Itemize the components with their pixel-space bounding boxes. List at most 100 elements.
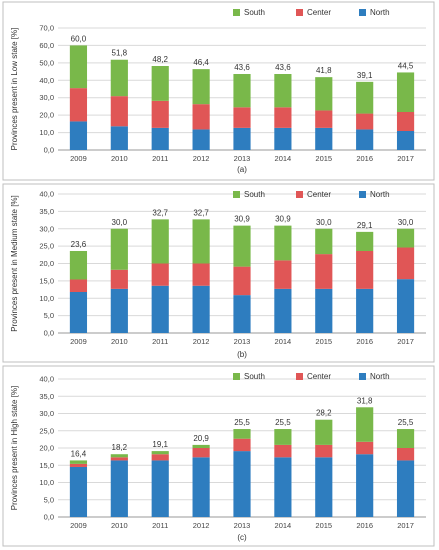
bar-north-2015 xyxy=(315,288,333,333)
panel-caption: (c) xyxy=(237,533,247,542)
bar-south-2012 xyxy=(192,69,210,105)
total-data-label: 30,9 xyxy=(234,215,250,224)
bar-south-2013 xyxy=(233,429,251,439)
x-tick-label: 2016 xyxy=(356,521,373,530)
legend-swatch-south xyxy=(233,191,240,198)
bar-south-2016 xyxy=(356,407,374,442)
total-data-label: 30,0 xyxy=(112,218,128,227)
bar-south-2017 xyxy=(396,228,415,248)
y-tick-label: 10,0 xyxy=(39,294,54,303)
y-tick-label: 15,0 xyxy=(39,276,54,285)
x-tick-label: 2016 xyxy=(356,337,373,346)
bar-north-2014 xyxy=(274,127,292,150)
panel-caption: (a) xyxy=(237,165,247,174)
x-tick-label: 2011 xyxy=(152,154,168,163)
y-tick-label: 40,0 xyxy=(39,190,54,199)
y-tick-label: 0,0 xyxy=(44,513,54,522)
bar-center-2009 xyxy=(69,463,88,467)
bar-north-2016 xyxy=(356,288,374,333)
bar-center-2012 xyxy=(192,104,210,130)
bar-north-2013 xyxy=(233,127,251,150)
total-data-label: 44,5 xyxy=(398,61,414,70)
legend-label-north: North xyxy=(370,372,390,381)
bar-center-2012 xyxy=(192,263,210,286)
total-data-label: 30,9 xyxy=(275,215,291,224)
bar-south-2011 xyxy=(151,451,169,455)
total-data-label: 30,0 xyxy=(398,218,414,227)
bar-north-2011 xyxy=(151,285,169,333)
bar-south-2011 xyxy=(151,65,169,101)
bar-south-2016 xyxy=(356,231,374,251)
y-tick-label: 20,0 xyxy=(39,259,54,268)
x-tick-label: 2010 xyxy=(111,337,128,346)
bar-south-2010 xyxy=(110,59,128,97)
bar-center-2015 xyxy=(315,444,333,458)
total-data-label: 18,2 xyxy=(112,443,128,452)
bar-center-2013 xyxy=(233,438,251,452)
bar-north-2013 xyxy=(233,451,251,517)
y-tick-label: 60,0 xyxy=(39,41,54,50)
bar-north-2009 xyxy=(69,291,88,333)
bar-south-2011 xyxy=(151,219,169,264)
chart-panel-b: 0,0 5,0 10,0 15,0 20,0 25,0 30,0 35,0 40,0 Provin… xyxy=(2,183,435,363)
legend-swatch-north xyxy=(359,9,366,16)
x-tick-label: 2015 xyxy=(315,154,332,163)
x-tick-label: 2014 xyxy=(275,521,292,530)
panel-caption: (b) xyxy=(237,350,247,359)
bar-south-2014 xyxy=(274,429,292,445)
total-data-label: 31,8 xyxy=(357,396,373,405)
bar-south-2013 xyxy=(233,74,251,108)
bar-center-2011 xyxy=(151,100,169,128)
total-data-label: 28,2 xyxy=(316,409,332,418)
bar-south-2012 xyxy=(192,444,210,448)
bar-north-2014 xyxy=(274,457,292,517)
bar-center-2012 xyxy=(192,448,210,458)
bar-south-2015 xyxy=(315,77,333,111)
x-tick-label: 2012 xyxy=(193,154,210,163)
bar-center-2013 xyxy=(233,107,251,128)
y-tick-label: 10,0 xyxy=(39,478,54,487)
y-tick-label: 20,0 xyxy=(39,111,54,120)
bar-north-2012 xyxy=(192,129,210,150)
bar-south-2014 xyxy=(274,74,292,108)
x-tick-label: 2017 xyxy=(397,521,414,530)
total-data-label: 25,5 xyxy=(398,418,414,427)
total-data-label: 32,7 xyxy=(152,208,168,217)
bar-south-2016 xyxy=(356,81,374,114)
bar-center-2017 xyxy=(396,112,415,132)
x-tick-label: 2015 xyxy=(315,337,332,346)
bar-center-2010 xyxy=(110,96,128,127)
y-tick-label: 0,0 xyxy=(44,146,54,155)
legend-label-center: Center xyxy=(307,372,331,381)
x-tick-label: 2012 xyxy=(193,521,210,530)
bar-south-2010 xyxy=(110,454,128,458)
bar-south-2013 xyxy=(233,225,251,267)
bar-center-2016 xyxy=(356,113,374,130)
x-tick-label: 2013 xyxy=(234,521,251,530)
legend-swatch-north xyxy=(359,191,366,198)
total-data-label: 19,1 xyxy=(152,440,168,449)
y-tick-label: 50,0 xyxy=(39,58,54,67)
chart-panel-a: 0,0 10,0 20,0 30,0 40,0 50,0 60,0 70,0 Provinces… xyxy=(2,1,435,181)
x-tick-label: 2009 xyxy=(70,337,87,346)
bar-center-2014 xyxy=(274,260,292,289)
y-tick-label: 25,0 xyxy=(39,242,54,251)
total-data-label: 30,0 xyxy=(316,218,332,227)
bar-south-2015 xyxy=(315,419,333,445)
y-tick-label: 30,0 xyxy=(39,409,54,418)
total-data-label: 29,1 xyxy=(357,221,373,230)
legend-label-center: Center xyxy=(307,8,331,17)
y-axis-label: Provinces present in Low state [%] xyxy=(10,28,19,151)
y-tick-label: 5,0 xyxy=(44,495,54,504)
y-tick-label: 25,0 xyxy=(39,426,54,435)
bar-center-2014 xyxy=(274,107,292,128)
bar-north-2012 xyxy=(192,457,210,517)
bar-south-2010 xyxy=(110,228,128,270)
x-tick-label: 2017 xyxy=(397,154,414,163)
total-data-label: 41,8 xyxy=(316,66,332,75)
total-data-label: 16,4 xyxy=(71,449,87,458)
bar-center-2015 xyxy=(315,254,333,289)
bar-center-2011 xyxy=(151,454,169,461)
y-tick-label: 40,0 xyxy=(39,76,54,85)
